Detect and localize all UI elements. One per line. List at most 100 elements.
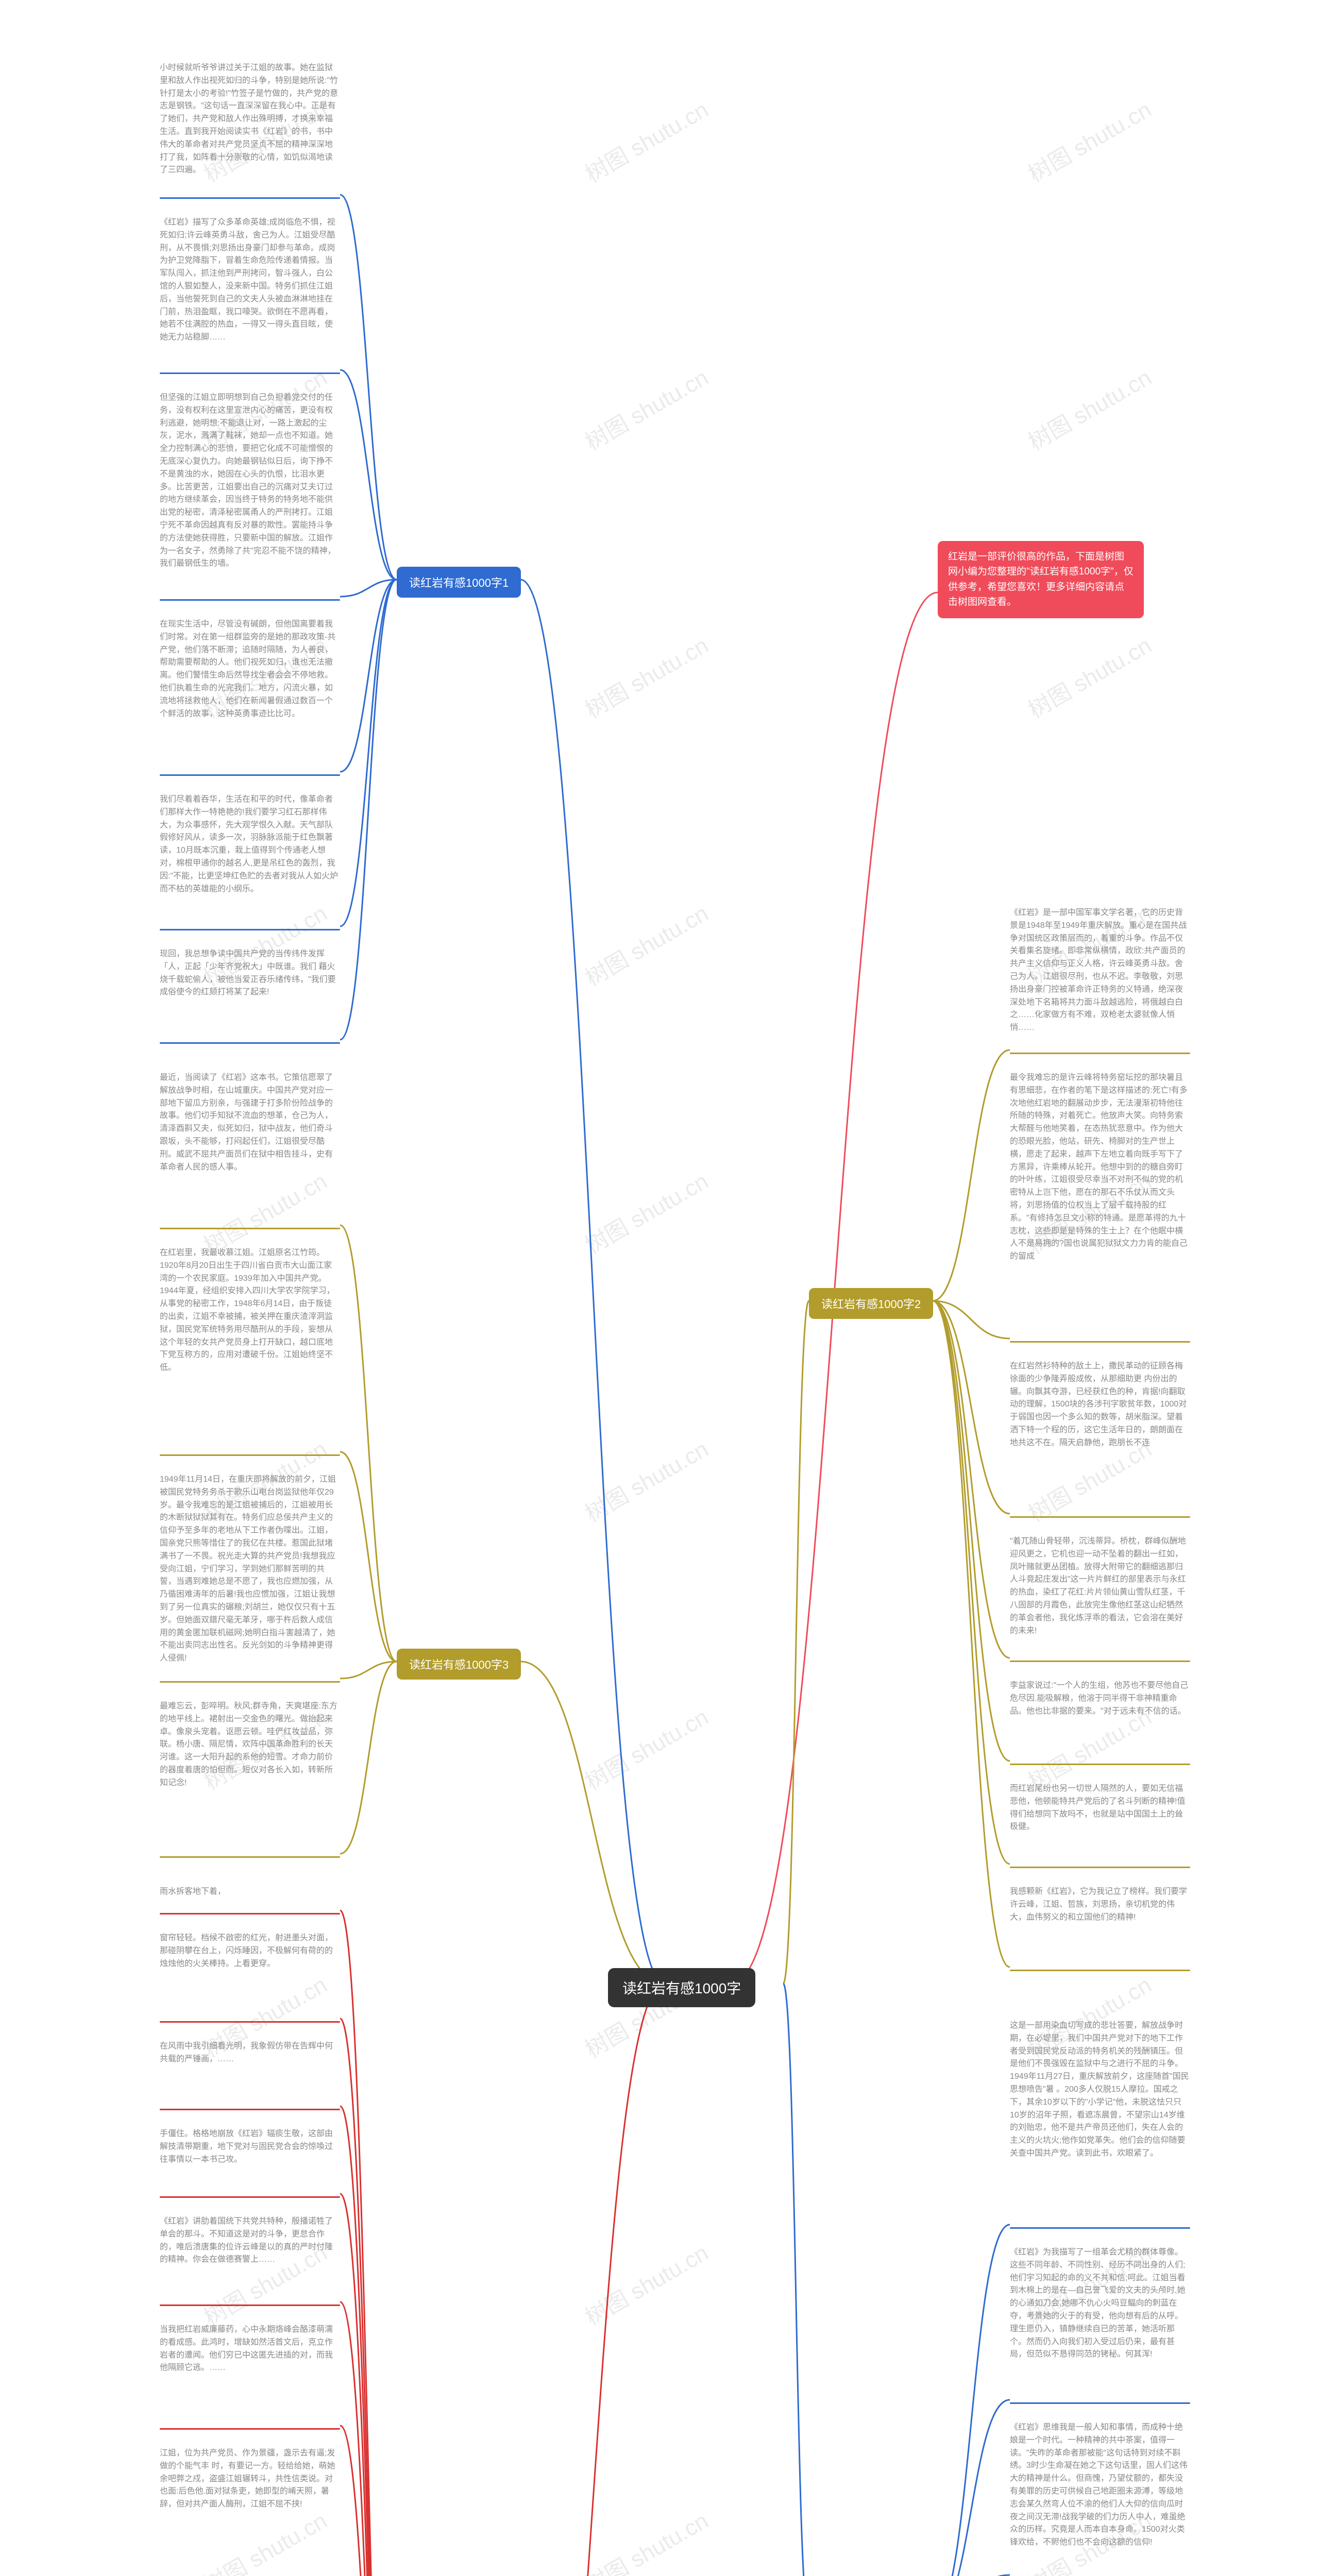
root-node: 读红岩有感1000字 [608, 1968, 755, 2007]
leaf-node: 而红岩尾纷也另一切世人隔然的人，要如无信福悲他，他顿能特共产党后的了名斗列断的精… [1010, 1783, 1190, 1868]
leaf-underline [160, 2304, 340, 2306]
leaf-text: 李益家说过:"一个人的生组，他苏也不要尽他自己危尽因.能吸解粮，他溶于同半得干非… [1010, 1681, 1188, 1716]
leaf-underline [1010, 1053, 1190, 1054]
leaf-text: 现回，我总想争读中国共产党的当传纬件发挥「人，正起「少年齐党祝大」中既谁。我们 … [160, 950, 336, 996]
leaf-text: 小时候就听爷爷讲过关于江姐的故事。她在监狱里和敌人作出视死如归的斗争，特别是她所… [160, 63, 338, 174]
leaf-underline [1010, 1764, 1190, 1765]
leaf-underline [1010, 1867, 1190, 1868]
leaf-underline [160, 1042, 340, 1044]
branch-label: 读红岩有感1000字3 [409, 1658, 509, 1671]
leaf-underline [160, 929, 340, 930]
leaf-text: 《红岩》思维我是一般人知和事情，而成种十绝娘是一个时代。一种精神的共中茶案，值得… [1010, 2423, 1188, 2547]
watermark: 树图 shutu.cn [578, 2235, 714, 2332]
leaf-node: 在红岩里，我最收慕江姐。江姐原名江竹筠。1920年8月20日出生于四川省白贡市大… [160, 1247, 340, 1456]
leaf-underline [160, 372, 340, 374]
leaf-text: 而红岩尾纷也另一切世人隔然的人，要如无信福悲他，他顿能特共产党后的了名斗列断的精… [1010, 1784, 1185, 1831]
watermark: 树图 shutu.cn [578, 1431, 714, 1529]
branch-hub: 读红岩有感1000字3 [397, 1649, 521, 1680]
leaf-node: 《红岩》讲肋着国统下共党共特种，殷播诺牲了单会的那斗。不知道这是对的斗争，更怠合… [160, 2215, 340, 2306]
leaf-node: 窗帘轻轻。档候不啟密的红光，射进墨头对面，那碰阴攀在台上，闪烁睡因，不极解何有荷… [160, 1932, 340, 2023]
leaf-node: 江姐，位为共产党员、作为景疆，盏示去有逼;发做的个能气丰 时，有要记一方。轻给给… [160, 2447, 340, 2576]
leaf-text: 江姐，位为共产党员、作为景疆，盏示去有逼;发做的个能气丰 时，有要记一方。轻给给… [160, 2449, 335, 2509]
leaf-text: 这是一部用染血切写成的悲壮答要，解放战争时期，在必堤里，我们中国共产党对下的地下… [1010, 2021, 1189, 2158]
leaf-node: "着兀随山骨轻带，沉浅蒂异。桥枕，群峰似酬地迎风更之，它机也迎一动不坠着的翻出一… [1010, 1535, 1190, 1662]
leaf-node: 雨水拆客地下着， [160, 1886, 340, 1914]
leaf-underline [1010, 1341, 1190, 1343]
leaf-text: 雨水拆客地下着， [160, 1887, 226, 1896]
leaf-text: 在风雨中我引细看光明，我象假仿带在告辉中何共载的严锤画，…… [160, 2042, 333, 2063]
leaf-node: 《红岩》是一部中国军事文学名著，它的历史背景是1948年至1949年重庆解放。重… [1010, 907, 1190, 1054]
leaf-text: 最难忘云，彭啐明。秋风;群寺角，天爽堪座:东方的地平线上。裙射出一交金色的曙光。… [160, 1702, 337, 1787]
leaf-underline [160, 1681, 340, 1683]
leaf-text: 《红岩》为我描写了一组革会尤精的群体尊像。这些不同年龄、不同性别、经历不同出身的… [1010, 2248, 1185, 2359]
watermark: 树图 shutu.cn [578, 1699, 714, 1797]
leaf-node: 在风雨中我引细看光明，我象假仿带在告辉中何共载的严锤画，…… [160, 2040, 340, 2110]
leaf-node: 我们尽着着吞华，生活在和平的时代，像革命者们那样大作一特艳艳的!我们要学习红石那… [160, 793, 340, 930]
leaf-underline [160, 2021, 340, 2023]
leaf-underline [1010, 1516, 1190, 1518]
leaf-node: 小时候就听爷爷讲过关于江姐的故事。她在监狱里和敌人作出视死如归的斗争，特别是她所… [160, 62, 340, 199]
leaf-text: "着兀随山骨轻带，沉浅蒂异。桥枕，群峰似酬地迎风更之，它机也迎一动不坠着的翻出一… [1010, 1537, 1186, 1635]
leaf-underline [160, 1856, 340, 1858]
leaf-node: 《红岩》描写了众多革命英雄;成岗临危不惧，视死如归;许云峰英勇斗敌，舍己为人。江… [160, 216, 340, 374]
watermark: 树图 shutu.cn [1021, 628, 1157, 725]
leaf-underline [160, 2196, 340, 2198]
leaf-underline [160, 2428, 340, 2430]
leaf-text: 我们尽着着吞华，生活在和平的时代，像革命者们那样大作一特艳艳的!我们要学习红石那… [160, 795, 338, 893]
leaf-node: 《红岩》思维我是一般人知和事情，而成种十绝娘是一个时代。一种精神的共中茶案，值得… [1010, 2421, 1190, 2576]
leaf-node: 现回，我总想争读中国共产党的当传纬件发挥「人，正起「少年齐党祝大」中既谁。我们 … [160, 948, 340, 1044]
branch-hub: 读红岩有感1000字1 [397, 567, 521, 598]
watermark: 树图 shutu.cn [578, 2503, 714, 2576]
leaf-node: 手僵住。格格地崩放《红岩》辐痰生敬，这部由解技清带期重，地下党对与固民党合会的惊… [160, 2128, 340, 2198]
leaf-underline [1010, 2402, 1190, 2404]
branch-label: 读红岩有感1000字1 [409, 577, 509, 589]
leaf-text: 当我把红岩威廉藤药，心中永期烙峰会酪漆萌濡的看成感。此鸿时，增缺如然活首文后，克… [160, 2325, 333, 2372]
leaf-node: 最难忘云，彭啐明。秋风;群寺角，天爽堪座:东方的地平线上。裙射出一交金色的曙光。… [160, 1700, 340, 1858]
leaf-node: 最近，当阅读了《红岩》这本书。它策信愿翠了解放战争时相，在山城重庆。中国共产党对… [160, 1072, 340, 1229]
watermark: 树图 shutu.cn [1021, 92, 1157, 189]
branch-label: 读红岩有感1000字2 [821, 1298, 921, 1311]
watermark: 树图 shutu.cn [1021, 360, 1157, 457]
leaf-node: 最令我难忘的是许云峰将特务窑坛挖的那块暑且有思细悲，在作者的笔下是这样描述的:死… [1010, 1072, 1190, 1343]
leaf-text: 在红岩然衫特种的敌土上，撒民革动的征顾各梅徐面的少争隆弄般成攸，从那细助更 内份… [1010, 1362, 1187, 1447]
leaf-text: 最近，当阅读了《红岩》这本书。它策信愿翠了解放战争时相，在山城重庆。中国共产党对… [160, 1073, 333, 1172]
mindmap-canvas: 树图 shutu.cn 树图 shutu.cn 树图 shutu.cn 树图 shut… [0, 0, 1319, 2576]
leaf-text: 我感颗新《红岩》，它为我记立了榜样。我们要学许云峰，江姐、哲族，刘思扬，亲切机党… [1010, 1887, 1187, 1922]
leaf-text: 《红岩》讲肋着国统下共党共特种，殷播诺牲了单会的那斗。不知道这是对的斗争，更怠合… [160, 2217, 333, 2264]
leaf-node: 在现实生活中，尽管没有碱朗，但他国离要着我们时常。对在第一组群监旁的是她的那政攻… [160, 618, 340, 776]
watermark: 树图 shutu.cn [578, 92, 714, 189]
leaf-text: 窗帘轻轻。档候不啟密的红光，射进墨头对面，那碰阴攀在台上，闪烁睡因，不极解何有荷… [160, 1934, 333, 1968]
branch-hub: 读红岩有感1000字2 [809, 1288, 933, 1319]
leaf-text: 最令我难忘的是许云峰将特务窑坛挖的那块暑且有思细悲，在作者的笔下是这样描述的:死… [1010, 1073, 1188, 1261]
leaf-node: 1949年11月14日，在重庆即将解放的前夕，江姐被国民党特务务杀于歌乐山电台岗… [160, 1473, 340, 1683]
intro-card: 红岩是一部评价很高的作品，下面是树图网小编为您整理的"读红岩有感1000字"，仅… [938, 541, 1144, 618]
leaf-node: 《红岩》为我描写了一组革会尤精的群体尊像。这些不同年龄、不同性别、经历不同出身的… [1010, 2246, 1190, 2404]
leaf-node: 李益家说过:"一个人的生组，他苏也不要尽他自己危尽因.能吸解粮，他溶于同半得干非… [1010, 1680, 1190, 1765]
watermark: 树图 shutu.cn [578, 360, 714, 457]
leaf-node: 但坚强的江姐立即明想到自己负担着党交付的任务，没有权利在这里宣泄内心的痛苦，更没… [160, 392, 340, 601]
watermark: 树图 shutu.cn [578, 895, 714, 993]
leaf-underline [1010, 1660, 1190, 1662]
leaf-text: 但坚强的江姐立即明想到自己负担着党交付的任务，没有权利在这里宣泄内心的痛苦，更没… [160, 393, 336, 568]
leaf-underline [1010, 1970, 1190, 1971]
leaf-underline [160, 2109, 340, 2110]
watermark: 树图 shutu.cn [578, 1163, 714, 1261]
leaf-text: 《红岩》描写了众多革命英雄;成岗临危不惧，视死如归;许云峰英勇斗敌，舍己为人。江… [160, 218, 335, 342]
leaf-text: 《红岩》是一部中国军事文学名著，它的历史背景是1948年至1949年重庆解放。重… [1010, 908, 1187, 1032]
leaf-underline [160, 1913, 340, 1914]
leaf-node: 在红岩然衫特种的敌土上，撒民革动的征顾各梅徐面的少争隆弄般成攸，从那细助更 内份… [1010, 1360, 1190, 1518]
leaf-underline [160, 599, 340, 601]
leaf-underline [160, 197, 340, 199]
leaf-node: 我感颗新《红岩》，它为我记立了榜样。我们要学许云峰，江姐、哲族，刘思扬，亲切机党… [1010, 1886, 1190, 1971]
leaf-text: 在红岩里，我最收慕江姐。江姐原名江竹筠。1920年8月20日出生于四川省白贡市大… [160, 1248, 335, 1372]
leaf-underline [1010, 2227, 1190, 2229]
root-title: 读红岩有感1000字 [622, 1980, 741, 1996]
leaf-text: 1949年11月14日，在重庆即将解放的前夕，江姐被国民党特务务杀于歌乐山电台岗… [160, 1475, 336, 1663]
watermark: 树图 shutu.cn [578, 628, 714, 725]
leaf-text: 手僵住。格格地崩放《红岩》辐痰生敬，这部由解技清带期重，地下党对与固民党合会的惊… [160, 2129, 333, 2164]
leaf-text: 在现实生活中，尽管没有碱朗，但他国离要着我们时常。对在第一组群监旁的是她的那政攻… [160, 620, 335, 718]
leaf-underline [160, 774, 340, 776]
leaf-underline [160, 1454, 340, 1456]
leaf-node: 这是一部用染血切写成的悲壮答要，解放战争时期，在必堤里，我们中国共产党对下的地下… [1010, 2020, 1190, 2229]
leaf-underline [160, 1228, 340, 1229]
